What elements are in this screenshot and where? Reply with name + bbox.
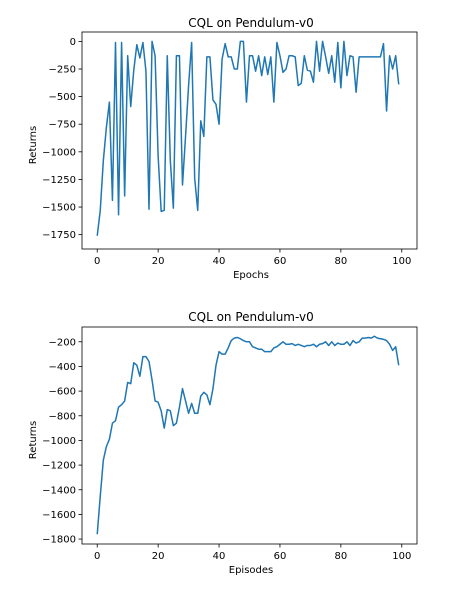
bottom-chart-y-tick-label: −1000 bbox=[42, 436, 76, 447]
top-chart-y-tick-label: −1250 bbox=[42, 175, 76, 186]
bottom-chart-x-tick-label: 80 bbox=[334, 551, 347, 562]
bottom-chart-y-tick-label: −1800 bbox=[42, 535, 76, 546]
top-chart-axes-frame bbox=[81, 31, 418, 250]
bottom-chart-y-tick-label: −1400 bbox=[42, 485, 76, 496]
top-chart-x-tick-label: 40 bbox=[213, 256, 226, 267]
top-chart-y-tick-label: −750 bbox=[49, 120, 76, 131]
bottom-chart-plot-area: 0 20 40 60 80 100 −200 −400 −600 −800 −1000 −1200 −1… bbox=[42, 326, 418, 562]
top-chart: CQL on Pendulum-v0 0 20 40 60 80 100 0 −250 −500… bbox=[28, 16, 418, 281]
top-chart-x-tick-label: 20 bbox=[152, 256, 165, 267]
top-chart-y-tick-label: −1500 bbox=[42, 203, 76, 214]
top-chart-x-axis-label: Epochs bbox=[233, 270, 269, 281]
top-chart-series-line bbox=[96, 40, 400, 236]
top-chart-y-tick-label: −1000 bbox=[42, 147, 76, 158]
top-chart-plot-area: 0 20 40 60 80 100 0 −250 −500 −750 −1000 −1250 −1500… bbox=[42, 31, 418, 267]
top-chart-x-tick-label: 80 bbox=[334, 256, 347, 267]
bottom-chart-y-tick-label: −600 bbox=[49, 387, 76, 398]
bottom-chart-x-tick-label: 100 bbox=[392, 551, 411, 562]
top-chart-y-axis-label: Returns bbox=[28, 126, 39, 164]
bottom-chart-x-axis-label: Episodes bbox=[229, 565, 273, 576]
top-chart-y-tick-label: −1750 bbox=[42, 230, 76, 241]
bottom-chart-x-tick-label: 40 bbox=[213, 551, 226, 562]
top-chart-y-tick-label: −500 bbox=[49, 92, 76, 103]
bottom-chart-y-tick-label: −200 bbox=[49, 337, 76, 348]
bottom-chart-y-tick-label: −800 bbox=[49, 411, 76, 422]
bottom-chart-series-line bbox=[96, 335, 400, 535]
top-chart-y-tick-label: 0 bbox=[70, 37, 76, 48]
bottom-chart-title: CQL on Pendulum-v0 bbox=[188, 310, 313, 324]
bottom-chart-y-tick-label: −1600 bbox=[42, 510, 76, 521]
bottom-chart: CQL on Pendulum-v0 0 20 40 60 80 100 −200 −400 −… bbox=[28, 310, 418, 576]
bottom-chart-x-tick-label: 60 bbox=[274, 551, 287, 562]
bottom-chart-y-tick-label: −1200 bbox=[42, 461, 76, 472]
top-chart-y-tick-label: −250 bbox=[49, 64, 76, 75]
top-chart-x-tick-label: 100 bbox=[392, 256, 411, 267]
bottom-chart-axes-frame bbox=[81, 326, 418, 545]
top-chart-x-tick-label: 0 bbox=[94, 256, 100, 267]
bottom-chart-x-tick-label: 0 bbox=[94, 551, 100, 562]
top-chart-x-tick-label: 60 bbox=[274, 256, 287, 267]
top-chart-title: CQL on Pendulum-v0 bbox=[188, 16, 313, 30]
bottom-chart-y-tick-label: −400 bbox=[49, 362, 76, 373]
bottom-chart-y-axis-label: Returns bbox=[28, 421, 39, 459]
bottom-chart-x-tick-label: 20 bbox=[152, 551, 165, 562]
